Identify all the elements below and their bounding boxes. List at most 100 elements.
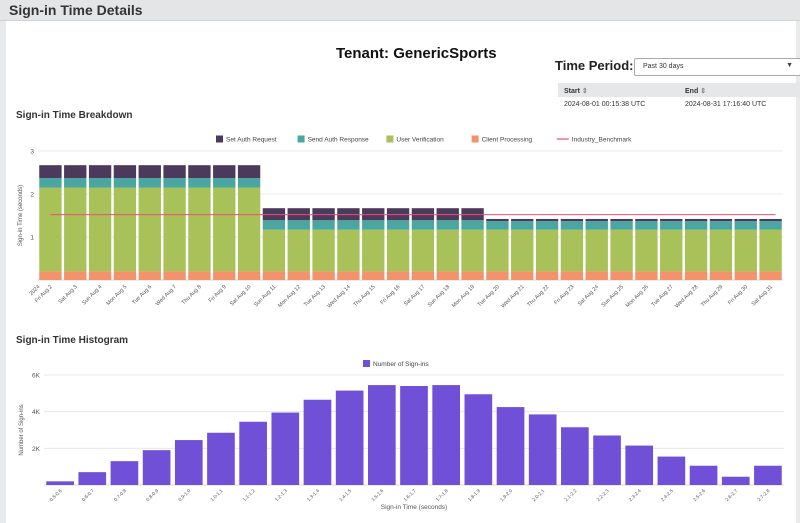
y-axis-label: Sign-in Time (seconds) — [18, 185, 24, 246]
breakdown-chart: Set Auth Request Send Auth Response User V… — [18, 135, 783, 310]
bar-segment — [64, 178, 87, 188]
bar-segment — [188, 178, 211, 188]
time-range-table: Start ⇕ End ⇕ 2024-08-01 00:15:38 UTC 20… — [558, 83, 800, 111]
bar-segment — [486, 271, 509, 280]
histogram-bar — [367, 385, 396, 485]
x-tick-label: Sun Aug 25 — [601, 284, 625, 308]
x-tick-label: 0.6-0.7 — [81, 488, 96, 503]
window-titlebar: Sign-in Time Details — [0, 0, 800, 21]
x-tick-label: Tue Aug 20 — [477, 284, 501, 308]
bar-segment — [39, 165, 62, 179]
x-tick-label: Sat Aug 3 — [58, 284, 79, 305]
x-tick-label: 1.2-1.3 — [274, 488, 289, 503]
bar-segment — [560, 221, 584, 230]
bar-segment — [660, 221, 683, 230]
bar-segment — [188, 165, 211, 179]
histogram-chart: Number of Sign-ins 2K 4K 6K Number of Sign-i… — [19, 360, 784, 511]
x-tick-label: Fri Aug 23 — [553, 284, 575, 306]
legend-swatch — [216, 135, 223, 143]
bar-segment — [610, 218, 633, 222]
bar-segment — [287, 271, 310, 280]
bar-segment — [759, 271, 782, 280]
bar-segment — [610, 229, 633, 272]
bar-segment — [635, 221, 658, 230]
x-tick-label: Wed Aug 14 — [326, 284, 351, 309]
histogram-bar — [239, 421, 267, 485]
bar-segment — [610, 221, 633, 230]
x-tick-label: Sat Aug 10 — [229, 284, 252, 307]
histogram-bar — [496, 407, 525, 485]
details-panel: Tenant: GenericSports Time Period: Past … — [6, 21, 800, 523]
bar-segment — [362, 271, 385, 280]
x-tick-label: 1.1-1.2 — [242, 488, 257, 503]
bar-segment — [237, 178, 261, 188]
bar-segment — [163, 165, 186, 179]
y-axis-label: Number of Sign-ins — [19, 404, 25, 455]
y-tick-label: 1 — [30, 235, 34, 242]
histogram-bar — [657, 456, 686, 485]
x-tick-label: Thu Aug 8 — [181, 284, 203, 306]
histogram-bar — [721, 476, 750, 485]
x-tick-label: 1.9-2.0 — [499, 488, 514, 503]
x-tick-label: Tue Aug 13 — [303, 284, 327, 308]
y-tick-label: 3 — [30, 149, 34, 156]
time-period-value: Past 30 days — [643, 63, 684, 70]
bar-segment — [237, 271, 261, 280]
bar-segment — [709, 271, 733, 280]
sort-icon: ⇕ — [700, 88, 707, 95]
bar-segment — [312, 220, 335, 230]
end-time-value: 2024-08-31 17:16:40 UTC — [685, 101, 767, 108]
bar-segment — [585, 229, 608, 272]
time-period-label: Time Period: — [555, 58, 634, 73]
x-tick-label: Thu Aug 22 — [526, 284, 550, 308]
histogram-bar — [110, 461, 139, 485]
bar-segment — [734, 218, 757, 222]
bar-segment — [287, 220, 310, 230]
bar-segment — [64, 165, 87, 179]
bar-segment — [386, 229, 410, 272]
bar-segment — [88, 187, 112, 272]
x-tick-label: 0.9-1.0 — [177, 488, 192, 503]
histogram-bar — [528, 414, 557, 485]
bar-segment — [734, 229, 757, 272]
histogram-bar — [432, 385, 461, 485]
bar-segment — [39, 187, 62, 272]
bar-segment — [759, 229, 782, 272]
x-tick-label: 2.7-2.8 — [757, 488, 772, 503]
bar-segment — [39, 178, 62, 188]
legend-swatch — [386, 135, 394, 143]
bar-segment — [237, 187, 261, 272]
bar-segment — [411, 271, 435, 280]
bar-segment — [386, 220, 410, 230]
tenant-heading: Tenant: GenericSports — [336, 45, 497, 62]
bar-segment — [138, 271, 161, 280]
bar-segment — [560, 218, 584, 222]
histogram-bar — [46, 481, 74, 485]
start-header-label: Start — [564, 88, 580, 95]
x-tick-label: 2.4-2.5 — [660, 488, 675, 503]
legend-label: Number of Sign-ins — [373, 361, 429, 368]
x-tick-label: Fri Aug 16 — [380, 284, 402, 306]
start-column-header[interactable]: Start ⇕ — [564, 87, 588, 95]
x-tick-label: 0.8-0.9 — [145, 488, 160, 503]
x-tick-label: 2.6-2.7 — [724, 488, 739, 503]
x-tick-label: 2.1-2.2 — [563, 488, 578, 503]
bar-segment — [64, 187, 87, 272]
bar-segment — [684, 229, 708, 272]
legend-label: Client Processing — [482, 137, 533, 144]
x-tick-label: 2.0-2.1 — [531, 488, 546, 503]
bar-segment — [511, 218, 534, 222]
x-tick-label: Wed Aug 28 — [674, 284, 699, 309]
bar-segment — [213, 165, 236, 179]
legend-label: Set Auth Request — [226, 137, 277, 144]
time-period-select[interactable]: Past 30 days ▼ — [634, 58, 800, 76]
bar-segment — [113, 178, 137, 188]
legend-swatch — [297, 135, 305, 143]
end-column-header[interactable]: End ⇕ — [685, 87, 706, 95]
bar-segment — [262, 220, 286, 230]
x-tick-label: Mon Aug 26 — [625, 284, 650, 309]
bar-segment — [337, 220, 360, 230]
y-tick-label: 6K — [32, 373, 41, 380]
histogram-bar — [593, 435, 621, 485]
bar-segment — [709, 229, 733, 272]
